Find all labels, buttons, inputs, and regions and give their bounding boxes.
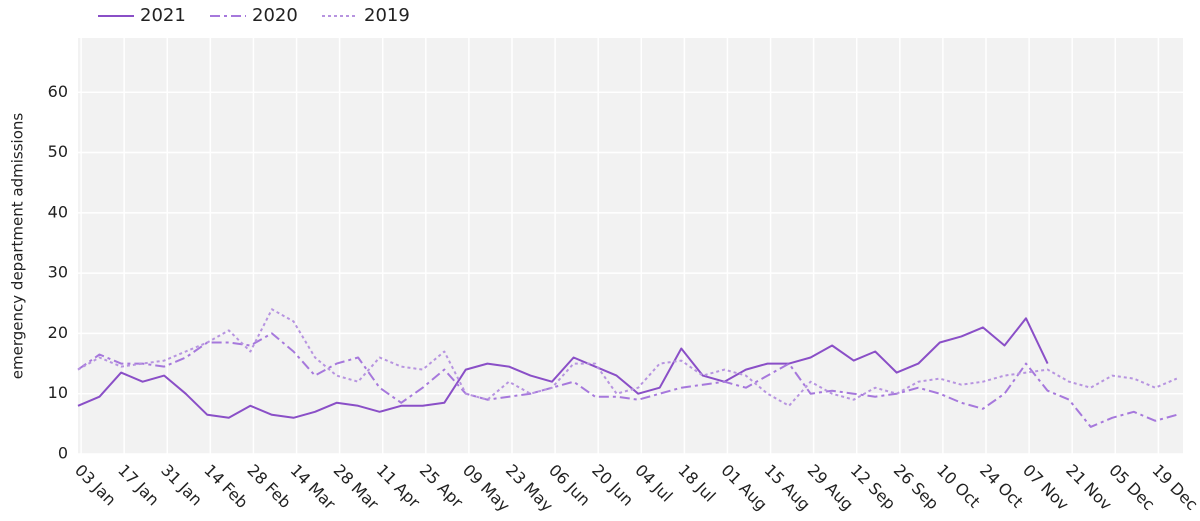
x-tick-label: 26 Sep bbox=[890, 461, 943, 514]
legend-label: 2019 bbox=[364, 5, 410, 26]
x-tick-label: 31 Jan bbox=[157, 461, 206, 510]
y-tick-label: 50 bbox=[48, 142, 68, 161]
x-tick-label: 10 Oct bbox=[933, 461, 984, 512]
series-line bbox=[77, 332, 1178, 428]
x-tick-label: 17 Jan bbox=[114, 461, 163, 510]
series-line bbox=[77, 308, 1178, 407]
y-tick-label: 60 bbox=[48, 82, 68, 101]
x-tick-label: 14 Feb bbox=[200, 461, 251, 512]
x-tick-label: 12 Sep bbox=[847, 461, 900, 514]
x-tick-label: 09 May bbox=[459, 461, 514, 516]
x-tick-label: 19 Dec bbox=[1148, 461, 1200, 514]
x-tick-label: 25 Apr bbox=[416, 461, 467, 512]
legend-label: 2021 bbox=[140, 5, 186, 26]
x-tick-label: 11 Apr bbox=[373, 461, 424, 512]
x-tick-label: 07 Nov bbox=[1019, 461, 1073, 515]
plot-background bbox=[78, 38, 1183, 454]
x-tick-label: 05 Dec bbox=[1105, 461, 1158, 514]
y-tick-label: 30 bbox=[48, 263, 68, 282]
y-tick-label: 10 bbox=[48, 383, 68, 402]
x-tick-label: 04 Jul bbox=[631, 461, 676, 506]
x-tick-label: 03 Jan bbox=[71, 461, 120, 510]
x-tick-label: 28 Mar bbox=[330, 461, 383, 514]
legend-label: 2020 bbox=[252, 5, 298, 26]
x-tick-label: 24 Oct bbox=[976, 461, 1027, 512]
x-tick-label: 21 Nov bbox=[1062, 461, 1116, 515]
x-tick-label: 15 Aug bbox=[761, 461, 815, 515]
x-tick-label: 01 Aug bbox=[717, 461, 771, 515]
x-tick-label: 14 Mar bbox=[287, 461, 340, 514]
x-tick-label: 23 May bbox=[502, 461, 557, 516]
y-tick-label: 0 bbox=[58, 444, 68, 463]
x-tick-label: 29 Aug bbox=[804, 461, 858, 515]
y-tick-label: 40 bbox=[48, 202, 68, 221]
series-line bbox=[77, 317, 1049, 419]
x-tick-label: 18 Jul bbox=[674, 461, 719, 506]
y-tick-label: 20 bbox=[48, 323, 68, 342]
y-axis-label: emergency department admissions bbox=[9, 113, 27, 380]
x-tick-label: 28 Feb bbox=[243, 461, 294, 512]
x-tick-label: 20 Jun bbox=[588, 461, 637, 510]
